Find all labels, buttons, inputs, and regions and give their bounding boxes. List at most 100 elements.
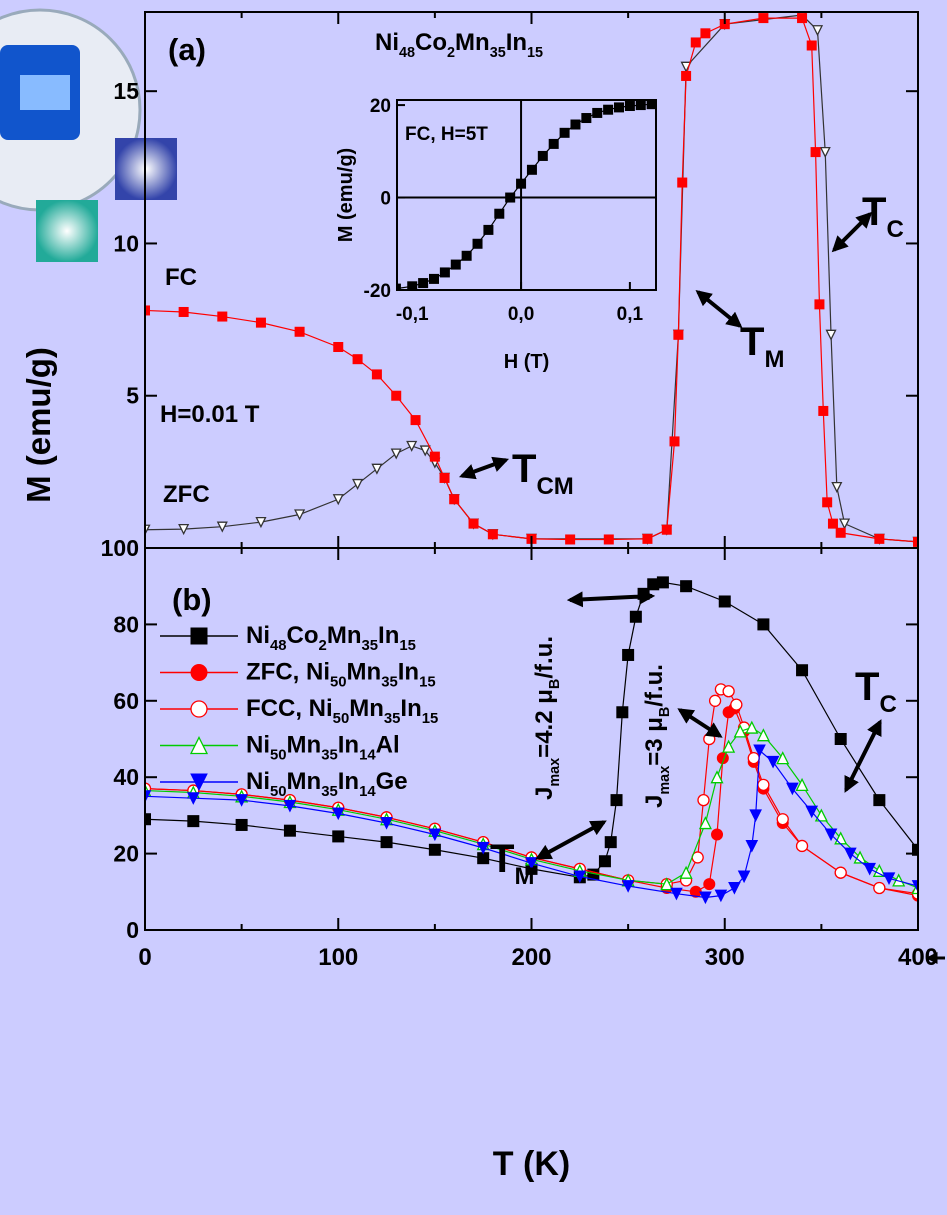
point	[616, 706, 629, 719]
point	[635, 100, 646, 111]
annotation: Jmax=3 μB/f.u.	[641, 664, 673, 808]
inset-frame	[396, 99, 657, 291]
legend-marker	[190, 627, 208, 645]
point	[797, 13, 808, 24]
annotation-part: =4.2 μ	[531, 689, 558, 758]
annotation-part: max	[547, 758, 563, 787]
point	[670, 887, 683, 901]
point	[187, 792, 200, 805]
annotation-part: Ni	[375, 29, 399, 56]
point	[669, 436, 680, 447]
y-tick-label: 20	[113, 841, 139, 867]
point	[216, 521, 228, 533]
point	[872, 863, 886, 877]
annotation: TM	[740, 320, 784, 373]
annotation-part: max	[657, 766, 673, 795]
point	[749, 809, 762, 823]
point	[548, 138, 559, 149]
point	[187, 815, 200, 828]
point	[805, 805, 819, 819]
series	[145, 13, 918, 547]
point	[824, 828, 838, 842]
point	[703, 878, 716, 891]
annotation: Jmax=4.2 μB/f.u.	[531, 636, 563, 800]
x-axis-label: T (K)	[493, 1145, 570, 1183]
annotation-part: /f.u.	[641, 664, 668, 707]
point	[698, 816, 712, 830]
point	[610, 794, 623, 807]
point	[814, 808, 828, 822]
x-tick-label: -0,1	[396, 304, 429, 325]
point	[814, 299, 825, 310]
point	[371, 463, 383, 475]
point	[873, 881, 886, 895]
inset-x-label: H (T)	[504, 351, 550, 373]
point	[679, 865, 693, 879]
y-tick-label: 80	[113, 611, 139, 637]
point	[757, 618, 770, 631]
point	[592, 107, 603, 118]
point	[505, 192, 516, 203]
y-tick-label: 20	[370, 96, 391, 117]
annotation-part: 2	[447, 45, 455, 61]
point	[776, 813, 789, 826]
point	[642, 533, 653, 544]
point	[559, 127, 570, 138]
point	[145, 790, 152, 803]
point	[827, 518, 838, 529]
annotation: ZFC	[163, 481, 210, 508]
point	[753, 744, 766, 758]
annotation-part: CM	[536, 473, 573, 500]
point	[603, 104, 614, 115]
annotation-part: B	[657, 707, 673, 717]
point	[332, 494, 344, 506]
arrow	[677, 708, 723, 738]
series	[397, 100, 656, 290]
point	[604, 836, 617, 849]
point	[565, 534, 576, 545]
point	[573, 870, 587, 884]
y-tick-label: 100	[101, 535, 139, 561]
point	[352, 354, 363, 365]
point	[397, 283, 401, 290]
point	[834, 866, 847, 879]
point	[622, 648, 635, 661]
annotation-part: J	[531, 787, 558, 800]
point	[911, 880, 918, 893]
point	[776, 751, 790, 765]
point	[624, 101, 635, 112]
point	[494, 208, 505, 219]
point	[853, 850, 867, 864]
panel-label: (a)	[168, 32, 206, 67]
annotation-part: Mn	[455, 29, 490, 56]
point	[796, 664, 809, 677]
point	[439, 267, 450, 278]
point	[333, 342, 344, 352]
point	[873, 794, 886, 807]
point	[673, 329, 684, 340]
point	[677, 177, 688, 188]
point	[680, 580, 693, 593]
point	[756, 728, 770, 742]
point	[700, 28, 711, 39]
annotation-part: =3 μ	[641, 717, 668, 766]
annotation-part: T	[512, 447, 536, 491]
point	[766, 755, 780, 769]
point	[811, 25, 824, 37]
point	[839, 518, 851, 530]
point	[733, 724, 747, 738]
legend-label: Ni50Mn35In14Al	[246, 732, 400, 764]
annotation-part: M	[764, 346, 784, 373]
point	[806, 40, 817, 51]
point	[690, 37, 701, 48]
annotation-part: J	[641, 795, 668, 808]
point	[747, 751, 760, 765]
point	[598, 855, 611, 868]
point	[874, 533, 885, 544]
arrows	[458, 211, 945, 964]
point	[581, 113, 592, 124]
point	[419, 445, 431, 457]
point	[178, 306, 189, 317]
